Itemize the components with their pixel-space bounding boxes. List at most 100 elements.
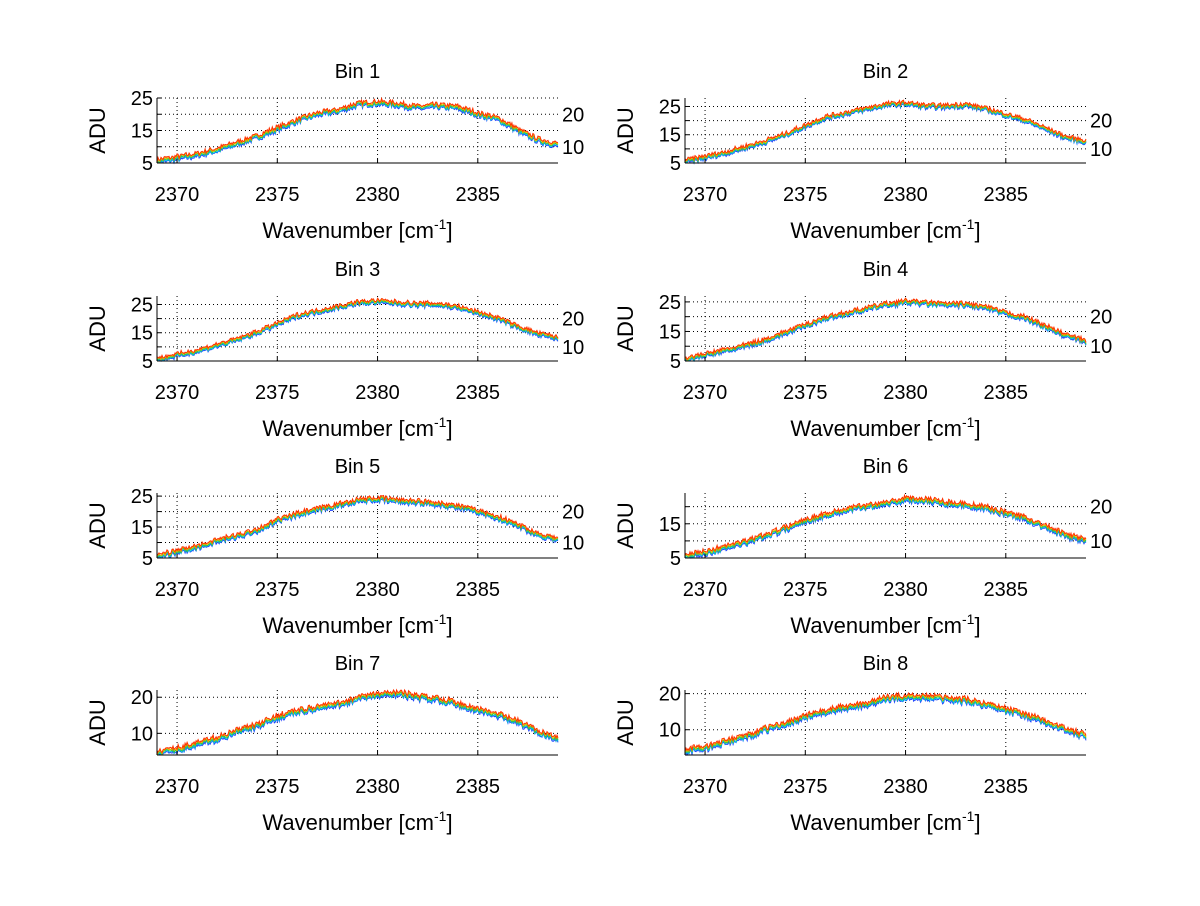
y-tick-label: 20 — [659, 684, 681, 706]
series-line-4 — [156, 495, 559, 557]
y-axis-label: ADU — [613, 502, 638, 548]
subplot-bin-1: 2370 2375 2380 2385 5 10 15 20 25 Bin 1 ADU Wavenum… — [85, 61, 584, 243]
subplot-title: Bin 7 — [335, 653, 381, 675]
x-axis-label-superscript: -1 — [434, 808, 447, 824]
series-line-1 — [157, 693, 559, 756]
x-axis-label: Wavenumber [cm-1] — [790, 808, 980, 835]
x-axis-label: Wavenumber [cm-1] — [262, 216, 452, 243]
series-line-4 — [684, 297, 1087, 361]
x-axis-label-superscript: -1 — [962, 611, 975, 627]
y-tick-label: 25 — [659, 96, 681, 118]
x-axis-label-close: ] — [974, 416, 980, 441]
x-tick-label: 2380 — [883, 382, 928, 404]
y-axis-label: ADU — [85, 699, 110, 745]
subplot-title: Bin 2 — [863, 61, 909, 83]
subplot-bin-8: 2370 2375 2380 2385 10 20 Bin 8 ADU Wavenumber [… — [613, 653, 1087, 835]
y-tick-label: 25 — [131, 486, 153, 508]
x-axis-label-close: ] — [446, 613, 452, 638]
y-tick-label-right: 10 — [1090, 336, 1112, 358]
series-line-5 — [156, 494, 559, 556]
subplot-bin-5: 2370 2375 2380 2385 5 10 15 20 25 Bin 5 ADU Wavenum… — [85, 456, 584, 638]
y-tick-label: 15 — [131, 517, 153, 539]
y-tick-label: 20 — [131, 687, 153, 709]
x-axis-label-text: Wavenumber [cm — [262, 416, 434, 441]
series-line-2 — [684, 694, 1087, 756]
y-tick-label: 5 — [670, 351, 681, 373]
y-tick-label: 25 — [659, 292, 681, 314]
x-tick-label: 2385 — [984, 579, 1029, 601]
x-tick-label: 2385 — [984, 184, 1029, 206]
series-line-1 — [685, 102, 1087, 165]
y-tick-label: 15 — [659, 514, 681, 536]
x-axis-label-text: Wavenumber [cm — [790, 810, 962, 835]
x-axis-label-close: ] — [446, 416, 452, 441]
x-axis-label-text: Wavenumber [cm — [262, 613, 434, 638]
series-line-5 — [156, 96, 559, 163]
series-line-5 — [684, 297, 1087, 361]
y-tick-label: 5 — [670, 153, 681, 175]
x-axis-label-superscript: -1 — [962, 414, 975, 430]
x-axis-label-text: Wavenumber [cm — [262, 218, 434, 243]
y-tick-label-right: 10 — [1090, 531, 1112, 553]
x-tick-label: 2370 — [155, 579, 200, 601]
series-line-4 — [156, 98, 559, 164]
x-tick-label: 2380 — [883, 184, 928, 206]
series-line-4 — [156, 689, 559, 756]
series-line-5 — [684, 99, 1087, 162]
y-axis-label: ADU — [85, 107, 110, 153]
y-axis-label: ADU — [85, 502, 110, 548]
x-axis-label-text: Wavenumber [cm — [790, 218, 962, 243]
x-tick-label: 2380 — [355, 579, 400, 601]
x-axis-label-close: ] — [974, 810, 980, 835]
series-line-3 — [684, 693, 1087, 754]
y-tick-label: 10 — [659, 720, 681, 742]
y-axis-label: ADU — [613, 305, 638, 351]
series-line-3 — [684, 100, 1087, 164]
x-tick-label: 2370 — [155, 382, 200, 404]
x-axis-label: Wavenumber [cm-1] — [262, 808, 452, 835]
subplot-bin-2: 2370 2375 2380 2385 5 10 15 20 25 Bin 2 ADU Wavenum… — [613, 61, 1112, 243]
y-tick-label-right: 20 — [1090, 497, 1112, 519]
series-line-4 — [684, 100, 1087, 163]
x-axis-label-close: ] — [974, 613, 980, 638]
series-line-2 — [156, 691, 559, 756]
y-tick-label: 15 — [659, 321, 681, 343]
series-line-2 — [684, 299, 1087, 362]
y-tick-label: 5 — [142, 548, 153, 570]
x-tick-label: 2375 — [783, 382, 828, 404]
subplot-bin-4: 2370 2375 2380 2385 5 10 15 20 25 Bin 4 ADU Wavenum… — [613, 259, 1112, 441]
x-tick-label: 2380 — [883, 579, 928, 601]
subplot-title: Bin 5 — [335, 456, 381, 478]
y-tick-label-right: 20 — [1090, 111, 1112, 133]
subplot-bin-3: 2370 2375 2380 2385 5 10 15 20 25 Bin 3 ADU Wavenum… — [85, 259, 584, 441]
series-line-3 — [685, 298, 1087, 362]
x-tick-label: 2370 — [683, 184, 728, 206]
y-tick-label-right: 10 — [562, 137, 584, 159]
y-tick-label: 25 — [131, 294, 153, 316]
series-line-1 — [684, 695, 1087, 757]
x-tick-label: 2375 — [255, 184, 300, 206]
x-tick-label: 2385 — [456, 776, 501, 798]
subplot-bin-7: 2370 2375 2380 2385 10 20 Bin 7 ADU Wavenumber [… — [85, 653, 559, 835]
series-line-3 — [156, 99, 559, 164]
y-axis-label: ADU — [85, 305, 110, 351]
series-line-1 — [157, 498, 559, 559]
subplot-title: Bin 3 — [335, 259, 381, 281]
x-tick-label: 2385 — [456, 184, 501, 206]
x-axis-label-close: ] — [974, 218, 980, 243]
y-tick-label-right: 20 — [562, 104, 584, 126]
x-tick-label: 2370 — [683, 382, 728, 404]
y-axis-label: ADU — [613, 107, 638, 153]
y-tick-label: 15 — [659, 125, 681, 147]
x-axis-label-text: Wavenumber [cm — [790, 613, 962, 638]
x-axis-label: Wavenumber [cm-1] — [790, 414, 980, 441]
x-tick-label: 2370 — [155, 776, 200, 798]
series-line-5 — [684, 691, 1087, 752]
x-tick-label: 2385 — [984, 776, 1029, 798]
x-tick-label: 2380 — [355, 382, 400, 404]
series-line-3 — [156, 690, 559, 756]
y-tick-label-right: 20 — [562, 502, 584, 524]
x-tick-label: 2370 — [155, 184, 200, 206]
